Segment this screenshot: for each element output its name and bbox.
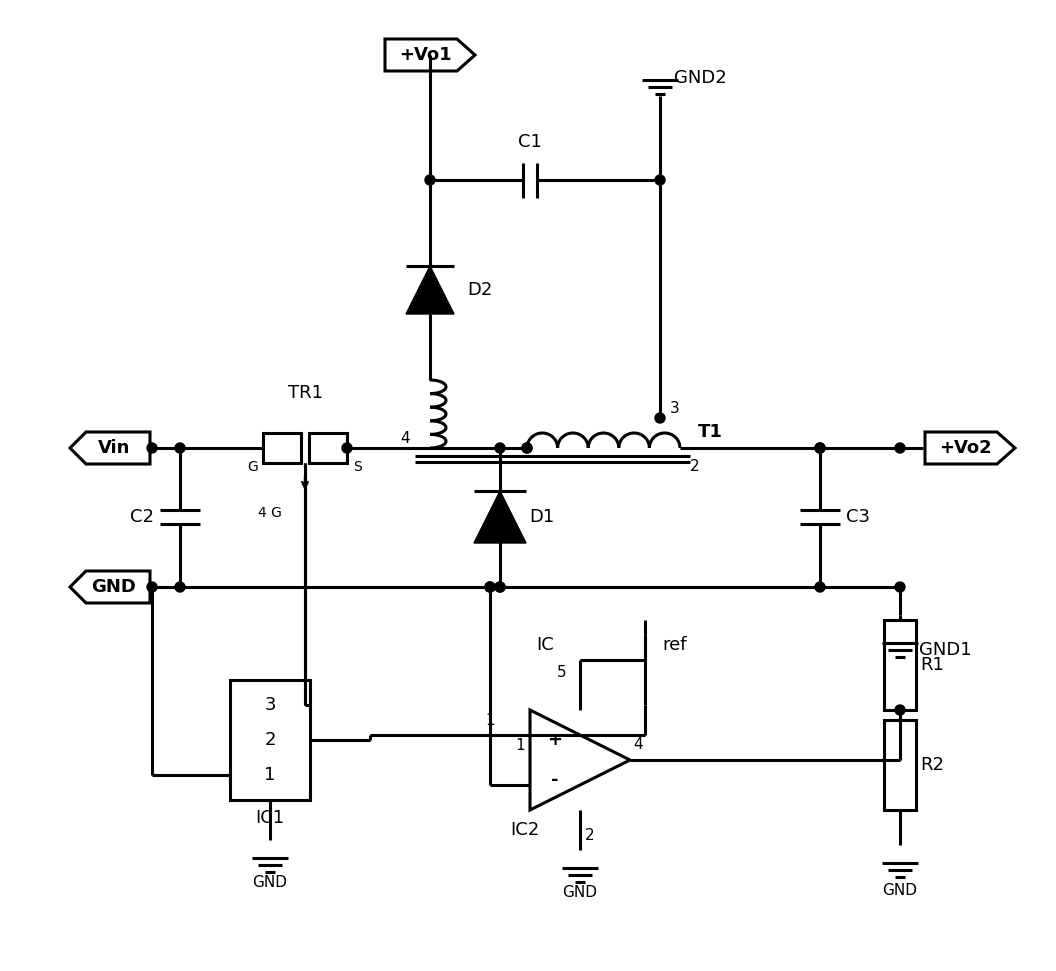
Circle shape xyxy=(522,443,532,453)
Text: GND: GND xyxy=(563,885,598,899)
Text: TR1: TR1 xyxy=(287,384,322,402)
Text: 4: 4 xyxy=(400,430,410,446)
Text: C2: C2 xyxy=(130,508,154,526)
Text: GND: GND xyxy=(92,578,136,596)
Circle shape xyxy=(522,443,532,453)
Text: D2: D2 xyxy=(468,281,493,299)
Text: +: + xyxy=(547,731,563,749)
Text: -: - xyxy=(551,771,559,789)
Circle shape xyxy=(895,443,905,453)
Polygon shape xyxy=(406,266,454,314)
Bar xyxy=(884,720,916,810)
Text: GND1: GND1 xyxy=(919,641,972,659)
Text: +Vo1: +Vo1 xyxy=(399,46,452,64)
Text: 1: 1 xyxy=(515,738,525,753)
Text: +Vo2: +Vo2 xyxy=(939,439,992,457)
Circle shape xyxy=(485,582,495,592)
Text: IC: IC xyxy=(536,636,554,654)
Circle shape xyxy=(147,443,157,453)
Circle shape xyxy=(815,443,825,453)
Text: G: G xyxy=(247,460,259,474)
Text: 3: 3 xyxy=(671,400,680,416)
Bar xyxy=(884,620,916,710)
Text: C3: C3 xyxy=(846,508,870,526)
Text: 5: 5 xyxy=(558,664,567,680)
Text: R1: R1 xyxy=(920,656,944,674)
Text: 2: 2 xyxy=(585,827,595,843)
Text: 4 G: 4 G xyxy=(258,506,282,520)
Text: Vin: Vin xyxy=(98,439,130,457)
Circle shape xyxy=(342,443,352,453)
Circle shape xyxy=(425,175,435,185)
Text: T1: T1 xyxy=(698,423,722,441)
Text: 3: 3 xyxy=(264,696,276,714)
Text: 1: 1 xyxy=(485,713,495,727)
Text: 4: 4 xyxy=(634,736,643,752)
Circle shape xyxy=(895,582,905,592)
Text: C1: C1 xyxy=(518,133,542,151)
Text: R2: R2 xyxy=(920,756,944,774)
Circle shape xyxy=(495,582,505,592)
Circle shape xyxy=(485,582,495,592)
Circle shape xyxy=(655,175,665,185)
Text: 2: 2 xyxy=(691,458,700,474)
Text: IC1: IC1 xyxy=(256,809,284,827)
Text: D1: D1 xyxy=(529,508,554,526)
Circle shape xyxy=(655,413,665,423)
Circle shape xyxy=(147,582,157,592)
Polygon shape xyxy=(474,491,526,543)
Bar xyxy=(230,680,310,800)
Text: GND: GND xyxy=(883,883,918,897)
Text: 1: 1 xyxy=(264,766,276,784)
Circle shape xyxy=(815,582,825,592)
Text: S: S xyxy=(353,460,361,474)
Text: GND: GND xyxy=(252,875,287,889)
Text: IC2: IC2 xyxy=(510,821,540,839)
Text: ref: ref xyxy=(663,636,687,654)
Circle shape xyxy=(495,582,505,592)
Circle shape xyxy=(895,705,905,715)
Circle shape xyxy=(175,582,185,592)
Circle shape xyxy=(495,443,505,453)
Bar xyxy=(263,433,301,463)
Circle shape xyxy=(175,443,185,453)
Circle shape xyxy=(815,443,825,453)
Text: GND2: GND2 xyxy=(674,69,727,87)
Bar xyxy=(309,433,347,463)
Text: 2: 2 xyxy=(264,731,276,749)
